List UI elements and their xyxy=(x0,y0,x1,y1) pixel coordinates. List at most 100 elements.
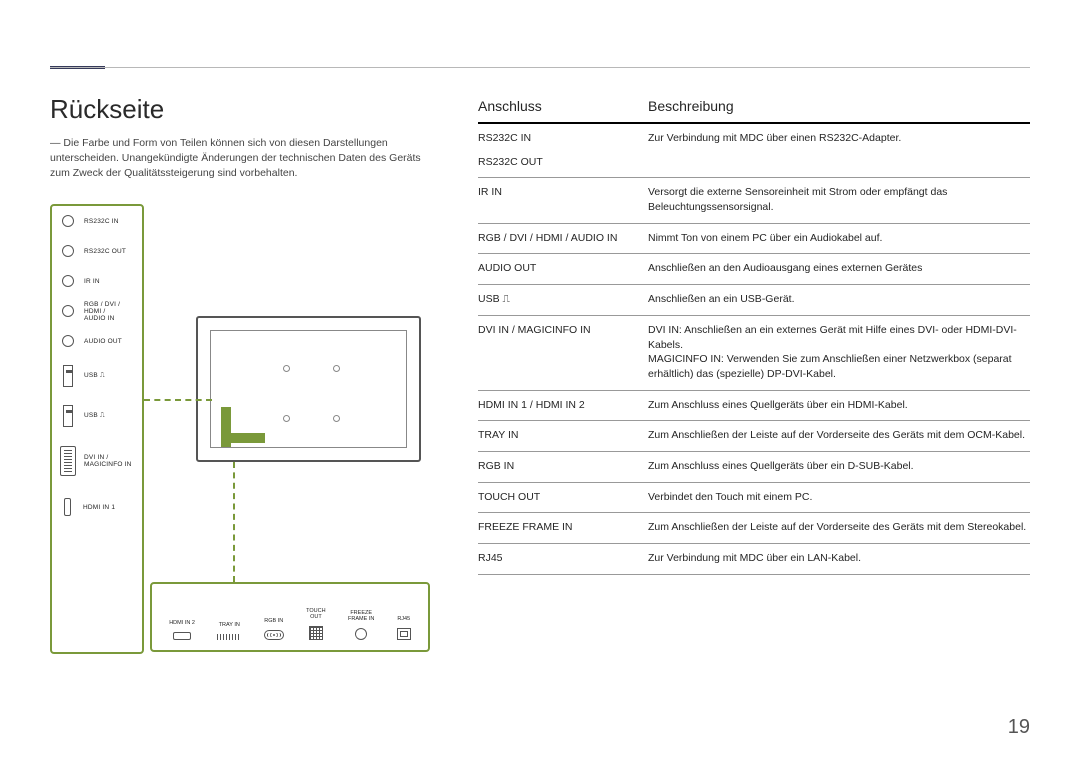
circle-port-icon xyxy=(62,305,74,317)
vesa-hole xyxy=(283,365,290,372)
vesa-hole xyxy=(283,415,290,422)
cell-desc: Versorgt die externe Sensoreinheit mit S… xyxy=(648,185,1030,214)
cell-desc: Zur Verbindung mit MDC über einen RS232C… xyxy=(648,131,1030,146)
cell-port: USB ⎍ xyxy=(478,292,648,307)
circle-port-icon xyxy=(62,245,74,257)
cell-desc: Zum Anschluss eines Quellgeräts über ein… xyxy=(648,398,1030,413)
table-row: RGB / DVI / HDMI / AUDIO INNimmt Ton von… xyxy=(478,224,1030,255)
cell-port: DVI IN / MAGICINFO IN xyxy=(478,323,648,382)
port-table: Anschluss Beschreibung RS232C INZur Verb… xyxy=(478,98,1030,575)
cell-port: HDMI IN 1 / HDMI IN 2 xyxy=(478,398,648,413)
table-row: TRAY INZum Anschließen der Leiste auf de… xyxy=(478,421,1030,452)
table-row: RJ45Zur Verbindung mit MDC über ein LAN-… xyxy=(478,544,1030,575)
table-row: RS232C INZur Verbindung mit MDC über ein… xyxy=(478,124,1030,148)
page-number: 19 xyxy=(1008,716,1030,739)
dvi-port-icon xyxy=(60,446,76,476)
rj45-port-icon xyxy=(397,628,411,640)
top-rule xyxy=(50,67,1030,68)
port-label: RS232C IN xyxy=(84,218,119,225)
port-label: USB ⎍ xyxy=(84,412,105,420)
strip-port-item: TRAY IN xyxy=(217,622,241,640)
table-row: TOUCH OUTVerbindet den Touch mit einem P… xyxy=(478,483,1030,514)
cell-desc: Zur Verbindung mit MDC über ein LAN-Kabe… xyxy=(648,551,1030,566)
table-row: DVI IN / MAGICINFO INDVI IN: Anschließen… xyxy=(478,316,1030,391)
th-port: Anschluss xyxy=(478,98,648,114)
port-row: AUDIO OUT xyxy=(52,326,142,356)
usb-port-icon xyxy=(63,365,73,387)
strip-port-label: TRAY IN xyxy=(219,622,240,628)
cell-desc: Anschließen an ein USB-Gerät. xyxy=(648,292,1030,307)
port-row: IR IN xyxy=(52,266,142,296)
disclaimer-note: Die Farbe und Form von Teilen können sic… xyxy=(50,136,430,182)
port-label: DVI IN / MAGICINFO IN xyxy=(84,454,132,468)
port-label: AUDIO OUT xyxy=(84,338,122,345)
strip-port-label: RGB IN xyxy=(264,618,283,624)
leader-line xyxy=(233,462,235,582)
cell-port: RS232C OUT xyxy=(478,155,648,170)
port-label: USB ⎍ xyxy=(84,372,105,380)
table-row: FREEZE FRAME INZum Anschließen der Leist… xyxy=(478,513,1030,544)
table-row: AUDIO OUTAnschließen an den Audioausgang… xyxy=(478,254,1030,285)
grid-port-icon xyxy=(309,626,323,640)
table-row: IR INVersorgt die externe Sensoreinheit … xyxy=(478,178,1030,223)
cell-desc: Verbindet den Touch mit einem PC. xyxy=(648,490,1030,505)
strip-port-label: FREEZE FRAME IN xyxy=(348,610,374,622)
circ-port-icon xyxy=(355,628,367,640)
leader-line xyxy=(144,399,212,401)
left-port-panel: RS232C IN RS232C OUT IR IN RGB / DVI / HDMI… xyxy=(50,204,144,654)
hdmi-port-icon xyxy=(173,632,191,640)
port-row: RGB / DVI / HDMI / AUDIO IN xyxy=(52,296,142,326)
table-row: RS232C OUT xyxy=(478,148,1030,179)
table-row: USB ⎍Anschließen an ein USB-Gerät. xyxy=(478,285,1030,316)
strip-port-label: RJ45 xyxy=(397,616,410,622)
port-label: RGB / DVI / HDMI / AUDIO IN xyxy=(84,301,120,322)
strip-port-label: TOUCH OUT xyxy=(306,608,325,620)
cell-port: TRAY IN xyxy=(478,428,648,443)
strip-port-item: HDMI IN 2 xyxy=(169,620,195,640)
usb-port-icon xyxy=(63,405,73,427)
circle-port-icon xyxy=(62,275,74,287)
port-label: RS232C OUT xyxy=(84,248,126,255)
cell-port: TOUCH OUT xyxy=(478,490,648,505)
device-back-view xyxy=(196,316,421,462)
strip-port-item: RGB IN xyxy=(264,618,284,640)
table-row: HDMI IN 1 / HDMI IN 2Zum Anschluss eines… xyxy=(478,391,1030,422)
port-label: HDMI IN 1 xyxy=(83,504,115,511)
port-row: RS232C IN xyxy=(52,206,142,236)
hdmi-port-icon xyxy=(64,498,71,516)
cell-port: RGB IN xyxy=(478,459,648,474)
vesa-hole xyxy=(333,365,340,372)
table-header-row: Anschluss Beschreibung xyxy=(478,98,1030,124)
cell-port: RGB / DVI / HDMI / AUDIO IN xyxy=(478,231,648,246)
port-row: HDMI IN 1 xyxy=(52,486,142,528)
cell-port: FREEZE FRAME IN xyxy=(478,520,648,535)
table-row: RGB INZum Anschluss eines Quellgeräts üb… xyxy=(478,452,1030,483)
cell-port: RJ45 xyxy=(478,551,648,566)
cell-desc: Zum Anschließen der Leiste auf der Vorde… xyxy=(648,520,1030,535)
port-region-bottom xyxy=(221,433,265,443)
th-desc: Beschreibung xyxy=(648,98,1030,114)
port-row: USB ⎍ xyxy=(52,356,142,396)
strip-port-item: TOUCH OUT xyxy=(306,608,325,640)
device-back-inner xyxy=(210,330,407,448)
vesa-hole xyxy=(333,415,340,422)
circle-port-icon xyxy=(62,215,74,227)
port-row: RS232C OUT xyxy=(52,236,142,266)
cell-desc: Zum Anschluss eines Quellgeräts über ein… xyxy=(648,459,1030,474)
vga-port-icon xyxy=(264,630,284,640)
cell-desc: Anschließen an den Audioausgang eines ex… xyxy=(648,261,1030,276)
port-row: DVI IN / MAGICINFO IN xyxy=(52,436,142,486)
cell-desc: DVI IN: Anschließen an ein externes Gerä… xyxy=(648,323,1030,382)
cell-desc xyxy=(648,155,1030,170)
cell-port: IR IN xyxy=(478,185,648,214)
page-heading: Rückseite xyxy=(50,94,164,125)
cell-port: RS232C IN xyxy=(478,131,648,146)
strip-port-item: FREEZE FRAME IN xyxy=(348,610,374,640)
port-label: IR IN xyxy=(84,278,100,285)
bottom-port-strip: HDMI IN 2 TRAY IN RGB IN TOUCH OUT FREEZE FR… xyxy=(150,582,430,652)
cell-desc: Nimmt Ton von einem PC über ein Audiokab… xyxy=(648,231,1030,246)
port-row: USB ⎍ xyxy=(52,396,142,436)
cell-desc: Zum Anschließen der Leiste auf der Vorde… xyxy=(648,428,1030,443)
tray-port-icon xyxy=(217,634,241,640)
strip-port-label: HDMI IN 2 xyxy=(169,620,195,626)
